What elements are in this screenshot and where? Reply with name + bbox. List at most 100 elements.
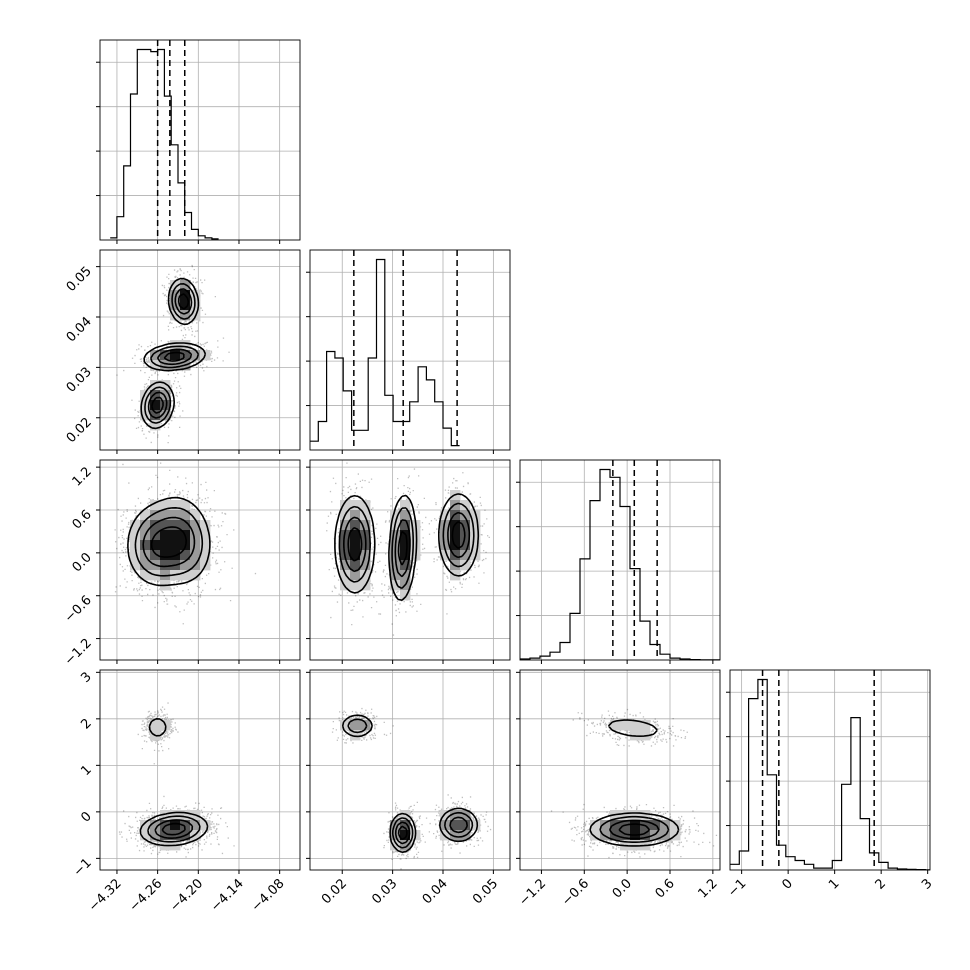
- panel-0-density-cell: [160, 400, 171, 411]
- panel-1-density-cell: [160, 540, 171, 551]
- xtick-label-3-4: 3: [919, 876, 935, 892]
- panel-3-density-cell: [400, 520, 411, 531]
- hist-0-steps: [110, 48, 219, 240]
- panel-5-contour-1: [599, 815, 670, 843]
- hist-1-steps: [310, 258, 460, 447]
- ytick-label-3-4: 3: [78, 670, 94, 686]
- panel-5-density-cell: [630, 820, 641, 831]
- panel-0-contour-1: [144, 283, 200, 424]
- panel-3-density-cell: [470, 530, 481, 541]
- panel-3-frame: [309, 459, 511, 661]
- panel-4-density-cell: [350, 720, 361, 731]
- xtick-label-0-4: −4.08: [249, 876, 288, 915]
- panel-1-contour-3: [150, 526, 187, 558]
- panel-3-density-cell: [460, 510, 471, 521]
- panel-4-density-cell: [460, 820, 471, 831]
- xtick-label-2-2: 0.0: [610, 876, 635, 901]
- panel-0-density-cell: [180, 310, 191, 321]
- panel-inner-0: [100, 250, 300, 450]
- panel-4-density-cell: [400, 810, 411, 821]
- panel-2-contour-0: [139, 718, 209, 847]
- panel-3-density-cell: [390, 560, 401, 571]
- panel-1-contour-1: [134, 507, 204, 577]
- panel-3-density-cell: [460, 520, 471, 531]
- panel-3-density-cell: [400, 570, 411, 581]
- panel-0-density-cell: [170, 290, 181, 301]
- panel-4-density-cell: [390, 840, 401, 851]
- panel-3-density-cell: [410, 540, 421, 551]
- panel-1-density-cell: [170, 510, 181, 521]
- panel-0-density-cell: [170, 310, 181, 321]
- panel-1-density-cell: [140, 560, 151, 571]
- panel-1-density-cell: [170, 540, 181, 551]
- hist-1-frame: [309, 249, 511, 451]
- panel-0-contour-2: [147, 288, 193, 419]
- panel-0-contour-3: [151, 293, 190, 414]
- panel-1-density-cell: [150, 520, 161, 531]
- panel-3-density-cell: [460, 540, 471, 551]
- panel-3-density-cell: [350, 540, 361, 551]
- panel-2-density-cell: [170, 810, 181, 821]
- panel-0-contour-0: [140, 277, 207, 430]
- xtick-label-1-0: 0.02: [319, 876, 350, 907]
- panel-5-density-cell: [620, 810, 631, 821]
- panel-5-density-cell: [600, 820, 611, 831]
- scatter-panel-1-2: [309, 459, 511, 661]
- panel-0-density-cell: [170, 300, 181, 311]
- panel-inner-1: [100, 460, 300, 660]
- panel-inner-4: [310, 670, 510, 870]
- panel-1-density-cell: [140, 510, 151, 521]
- panel-4-density-cell: [440, 810, 451, 821]
- panel-1-density-cell: [200, 550, 211, 561]
- panel-2-frame: [99, 669, 301, 871]
- panel-3-contour-2: [343, 511, 471, 578]
- panel-1-density-cell: [180, 520, 191, 531]
- panel-3-density-cell: [340, 560, 351, 571]
- panel-3-density-cell: [440, 540, 451, 551]
- panel-2-scatter-points: [118, 702, 235, 858]
- panel-3-density-cell: [350, 560, 361, 571]
- panel-3-density-cell: [400, 540, 411, 551]
- panel-5-density-cell: [630, 810, 641, 821]
- panel-1-density-cell: [140, 540, 151, 551]
- panel-4-density-cell: [470, 820, 481, 831]
- panel-3-density-cell: [400, 500, 411, 511]
- panel-5-contour-3: [618, 823, 651, 836]
- panel-3-density-cell: [350, 570, 361, 581]
- panel-1-density-cell: [150, 550, 161, 561]
- panel-4-density-cell: [340, 720, 351, 731]
- panel-2-density-cell: [200, 820, 211, 831]
- panel-3-density-cell: [340, 540, 351, 551]
- panel-1-density-cell: [180, 510, 191, 521]
- panel-4-density-cell: [400, 830, 411, 841]
- panel-1-density-cell: [160, 510, 171, 521]
- panel-5-frame: [519, 669, 721, 871]
- panel-5-density-cell: [630, 730, 641, 741]
- panel-2-density-cell: [160, 830, 171, 841]
- ytick-label-3-2: 1: [78, 763, 94, 779]
- ytick-label-3-3: 2: [78, 716, 94, 732]
- xtick-label-0-0: −4.32: [86, 876, 125, 915]
- panel-2-density-cell: [180, 810, 191, 821]
- panel-4-contour-3: [397, 825, 408, 841]
- panel-3-density-cell: [360, 570, 371, 581]
- panel-1-density-cell: [130, 520, 141, 531]
- panel-0-density-cell: [190, 290, 201, 301]
- panel-1-density-cell: [170, 530, 181, 541]
- panel-4-density-cell: [360, 720, 371, 731]
- panel-2-density-cell: [150, 830, 161, 841]
- panel-1-density-cell: [150, 540, 161, 551]
- ytick-label-2-1: −0.6: [62, 593, 95, 626]
- xtick-label-0-2: −4.20: [167, 876, 206, 915]
- hist-panel-0: [96, 39, 301, 241]
- panel-0-density-cell: [150, 400, 161, 411]
- xtick-label-2-3: 0.6: [653, 876, 678, 901]
- panel-4-density-cell: [450, 810, 461, 821]
- panel-0-frame: [99, 249, 301, 451]
- panel-1-frame: [99, 459, 301, 661]
- panel-1-density-cell: [200, 540, 211, 551]
- panel-0-density-cell: [140, 410, 151, 421]
- panel-0-density-cell: [160, 390, 171, 401]
- panel-3-density-cell: [350, 520, 361, 531]
- panel-0-density-cell: [180, 340, 191, 351]
